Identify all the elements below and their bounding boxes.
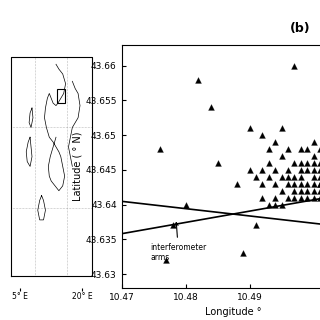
Point	[317, 147, 320, 152]
Point	[241, 251, 246, 256]
Point	[266, 202, 271, 207]
Point	[215, 160, 220, 165]
Point	[317, 181, 320, 186]
Point	[273, 195, 278, 200]
Point	[317, 160, 320, 165]
Point	[311, 188, 316, 193]
Bar	[57, 89, 65, 103]
Point	[164, 258, 169, 263]
Point	[298, 160, 303, 165]
Point	[234, 181, 239, 186]
Point	[260, 181, 265, 186]
Point	[298, 147, 303, 152]
Point	[311, 181, 316, 186]
Point	[279, 153, 284, 158]
Point	[311, 167, 316, 172]
Point	[292, 63, 297, 68]
Point	[279, 126, 284, 131]
Point	[305, 167, 310, 172]
Point	[260, 167, 265, 172]
Point	[183, 202, 188, 207]
Point	[305, 181, 310, 186]
Point	[292, 181, 297, 186]
Point	[247, 126, 252, 131]
Point	[279, 188, 284, 193]
Text: interferometer
arms: interferometer arms	[150, 222, 207, 262]
Point	[157, 147, 163, 152]
Point	[273, 181, 278, 186]
Point	[298, 188, 303, 193]
Point	[298, 174, 303, 180]
Point	[253, 223, 259, 228]
Point	[292, 195, 297, 200]
Point	[266, 174, 271, 180]
Point	[285, 181, 291, 186]
Text: (b): (b)	[290, 22, 310, 35]
Point	[311, 174, 316, 180]
Point	[292, 174, 297, 180]
Point	[292, 160, 297, 165]
Point	[298, 195, 303, 200]
X-axis label: Longitude °: Longitude °	[205, 308, 262, 317]
Point	[247, 167, 252, 172]
Point	[311, 195, 316, 200]
Y-axis label: Latitude ( ° N): Latitude ( ° N)	[72, 132, 83, 201]
Point	[305, 188, 310, 193]
Point	[311, 153, 316, 158]
Point	[273, 202, 278, 207]
Point	[170, 223, 175, 228]
Point	[305, 147, 310, 152]
Point	[305, 160, 310, 165]
Point	[273, 140, 278, 145]
Point	[266, 147, 271, 152]
Point	[260, 195, 265, 200]
Point	[253, 174, 259, 180]
Point	[273, 167, 278, 172]
Point	[196, 77, 201, 82]
Point	[317, 181, 320, 186]
Point	[317, 188, 320, 193]
Point	[311, 140, 316, 145]
Point	[279, 202, 284, 207]
Point	[317, 167, 320, 172]
Point	[311, 160, 316, 165]
Point	[285, 147, 291, 152]
Point	[285, 174, 291, 180]
Point	[305, 195, 310, 200]
Point	[266, 160, 271, 165]
Point	[298, 167, 303, 172]
Point	[292, 188, 297, 193]
Point	[317, 195, 320, 200]
Point	[317, 174, 320, 180]
Point	[279, 174, 284, 180]
Point	[285, 167, 291, 172]
Point	[285, 195, 291, 200]
Point	[260, 132, 265, 138]
Point	[298, 181, 303, 186]
Point	[209, 105, 214, 110]
